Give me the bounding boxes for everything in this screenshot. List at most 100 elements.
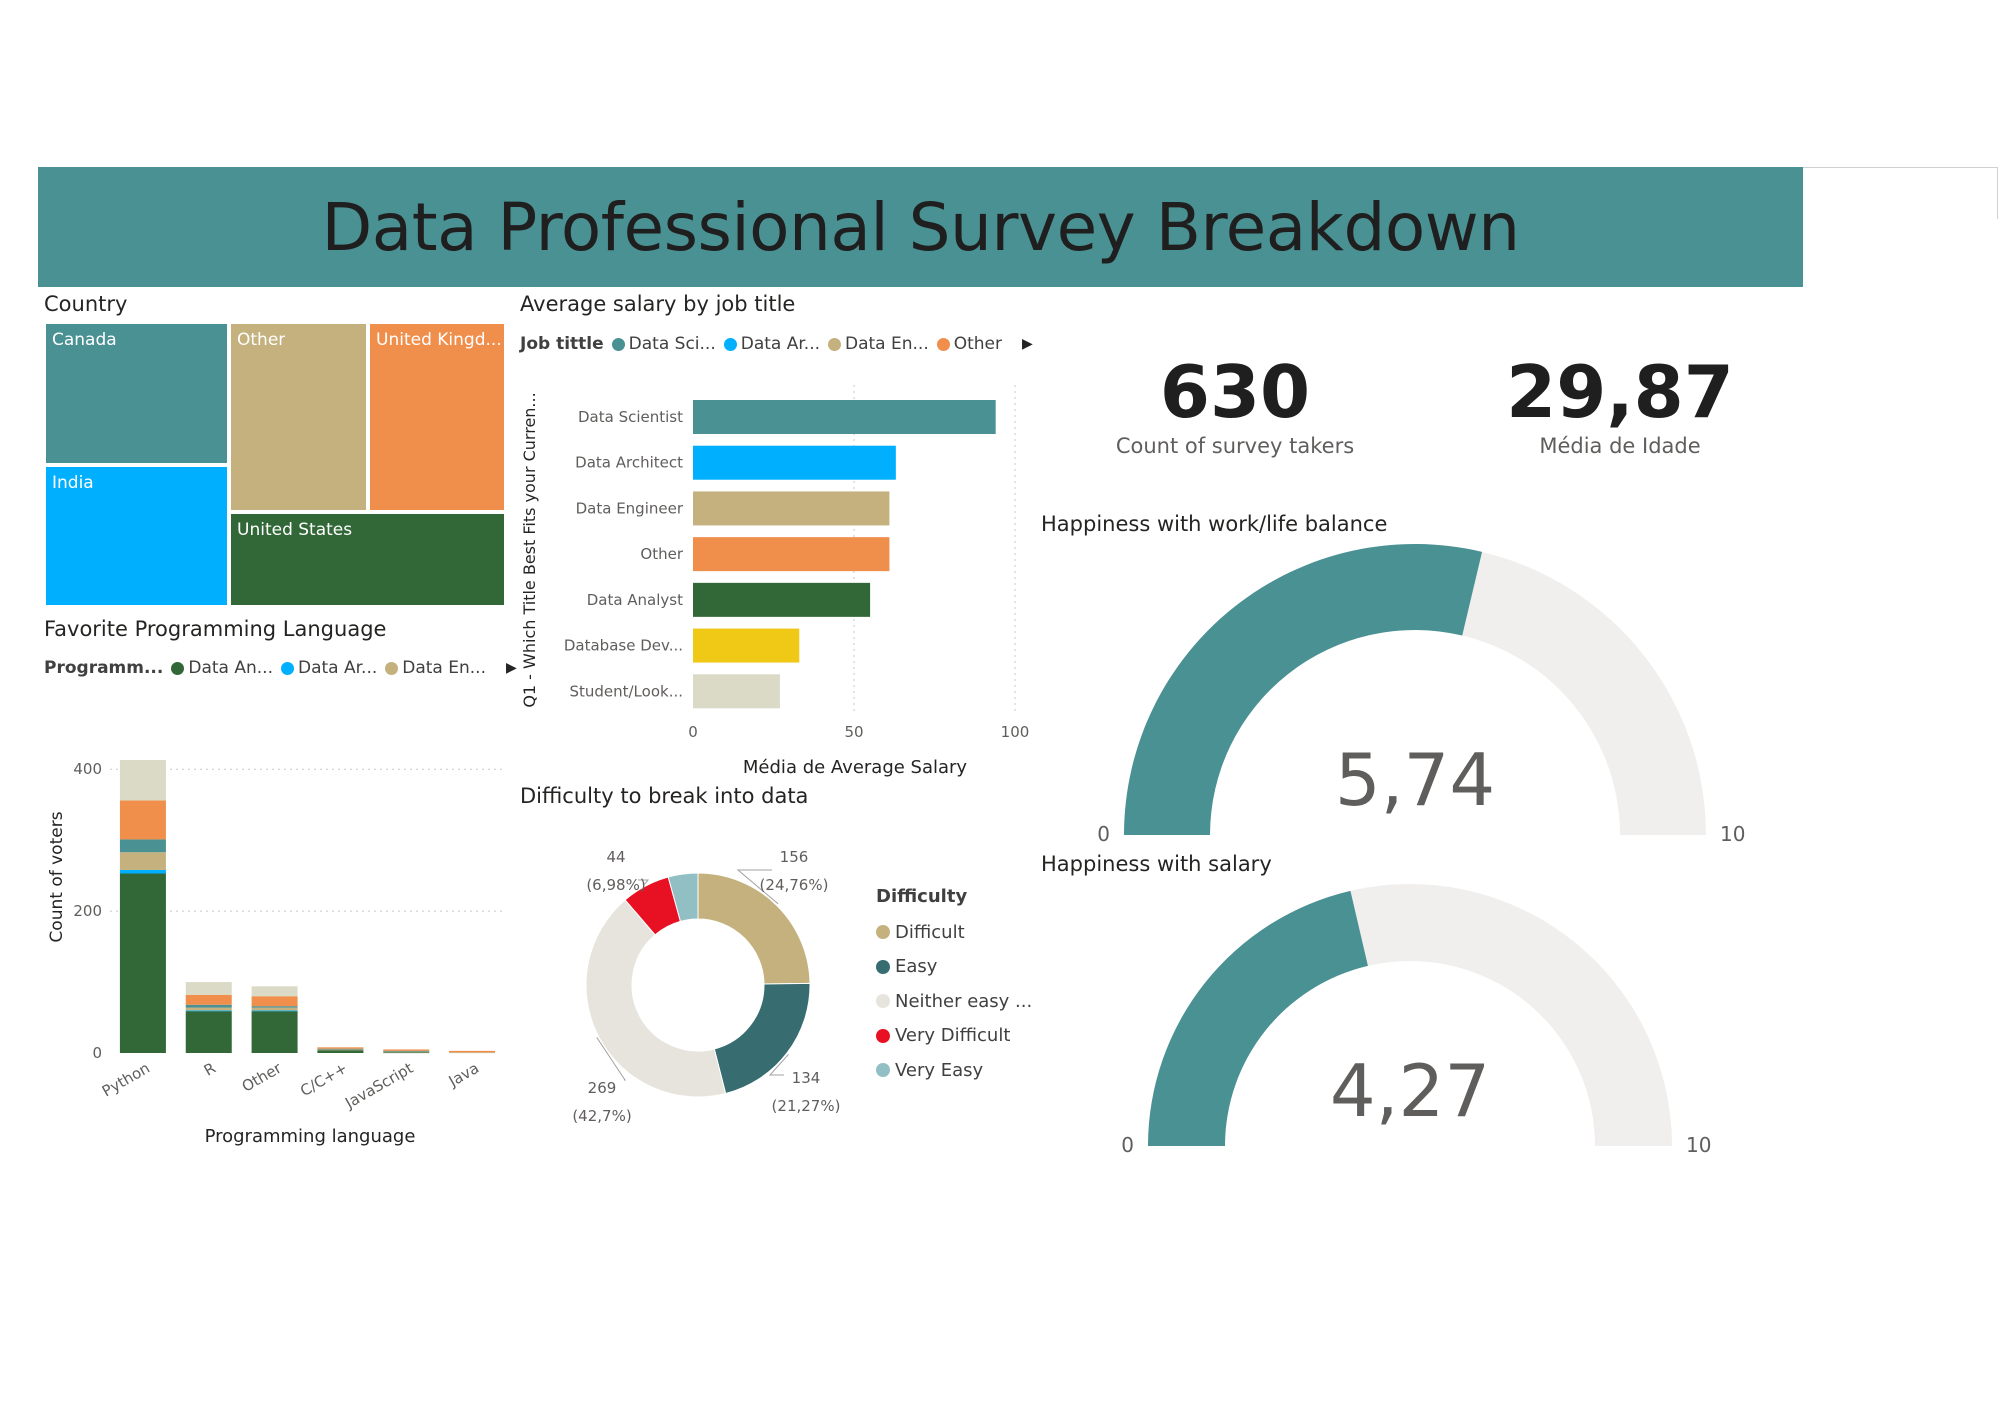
legend-next-arrow-icon[interactable]: ▶ [505, 660, 517, 676]
legend-dot-icon [936, 337, 950, 351]
y-tick-label: Database Dev... [564, 637, 683, 655]
treemap-label: Canada [52, 330, 117, 350]
country-title: Country [44, 292, 128, 316]
bar-segment[interactable] [251, 1007, 298, 1011]
treemap-cell-united-kingdom[interactable]: United Kingd... [368, 322, 506, 512]
country-treemap[interactable]: Canada India Other United Kingd... Unite… [44, 322, 506, 607]
y-tick-label: Data Engineer [576, 499, 684, 517]
bar[interactable] [693, 674, 780, 709]
bar[interactable] [693, 628, 800, 663]
bar-segment[interactable] [119, 852, 166, 870]
donut-slice[interactable] [667, 872, 699, 922]
kpi-survey-takers: 630 Count of survey takers [1090, 350, 1380, 458]
treemap-cell-other[interactable]: Other [229, 322, 368, 512]
bar-segment[interactable] [185, 982, 232, 995]
bar-segment[interactable] [185, 1010, 232, 1012]
kpi-value: 29,87 [1506, 350, 1734, 434]
bar-segment[interactable] [251, 986, 298, 997]
gauge-fill[interactable] [1148, 890, 1368, 1146]
programming-legend: Programm... Data An... Data Ar... Data E… [44, 658, 517, 678]
legend-item[interactable]: Data En... [385, 658, 486, 678]
treemap-label: United Kingd... [376, 330, 502, 350]
bar-segment[interactable] [449, 1052, 496, 1054]
header-banner: Data Professional Survey Breakdown [38, 167, 1803, 287]
legend-item[interactable]: Data Ar... [280, 658, 377, 678]
bar-segment[interactable] [251, 1006, 298, 1008]
legend-heading: Programm... [44, 658, 164, 678]
treemap-cell-canada[interactable]: Canada [44, 322, 229, 465]
bar[interactable] [693, 582, 871, 617]
legend-item[interactable]: Very Difficult [876, 1019, 1032, 1054]
y-axis-label: Q1 - Which Title Best Fits your Curren..… [520, 392, 539, 707]
bar-segment[interactable] [119, 839, 166, 853]
legend-dot-icon [723, 337, 737, 351]
legend-item[interactable]: Very Easy [876, 1053, 1032, 1088]
legend-label: Very Difficult [895, 1025, 1011, 1047]
gauge-salary: 4,27 0 10 [1121, 884, 1711, 1157]
treemap-cell-india[interactable]: India [44, 465, 229, 607]
bar-segment[interactable] [383, 1049, 430, 1051]
legend-label: Easy [895, 956, 938, 978]
bar-segment[interactable] [185, 1007, 232, 1011]
bar-segment[interactable] [185, 994, 232, 1005]
data-label-percent: (24,76%) [760, 876, 829, 894]
donut-slice[interactable] [585, 899, 727, 1098]
legend-item[interactable]: Data Sci... [611, 334, 716, 354]
bar-segment[interactable] [119, 869, 166, 874]
bar-segment[interactable] [317, 1049, 364, 1051]
legend-dot-icon [876, 1028, 890, 1043]
bar-segment[interactable] [251, 1010, 298, 1012]
y-tick-label: 0 [92, 1044, 102, 1062]
legend-next-arrow-icon[interactable]: ▶ [1022, 336, 1033, 352]
legend-dot-icon [876, 1063, 890, 1078]
bar-segment[interactable] [185, 1004, 232, 1008]
y-tick-label: Data Analyst [587, 591, 683, 609]
bar-segment[interactable] [185, 1011, 232, 1053]
bar-segment[interactable] [119, 873, 166, 1053]
treemap-label: India [52, 473, 94, 493]
bar-segment[interactable] [449, 1050, 496, 1053]
bar[interactable] [693, 445, 896, 480]
bar-segment[interactable] [251, 1011, 298, 1053]
gauge-worklife: 5,74 0 10 [1097, 544, 1745, 845]
legend-label: Neither easy ... [895, 990, 1033, 1012]
legend-item[interactable]: Data Ar... [723, 334, 820, 354]
treemap-cell-united-states[interactable]: United States [229, 512, 506, 607]
kpi-label: Count of survey takers [1115, 434, 1355, 458]
bar[interactable] [693, 537, 890, 572]
y-tick-label: Other [640, 545, 683, 563]
page-title: Data Professional Survey Breakdown [321, 189, 1520, 266]
legend-item[interactable]: Data An... [171, 658, 273, 678]
gauge-value: 4,27 [1330, 1049, 1490, 1133]
legend-item[interactable]: Easy [876, 950, 1032, 985]
legend-item[interactable]: Difficult [876, 915, 1032, 950]
gauge-value: 5,74 [1335, 738, 1495, 822]
bar-segment[interactable] [383, 1050, 430, 1052]
bar-segment[interactable] [119, 800, 166, 840]
bar[interactable] [693, 400, 996, 434]
bar-segment[interactable] [251, 996, 298, 1007]
data-label: 44 [606, 848, 625, 866]
legend-dot-icon [171, 661, 185, 675]
legend-item[interactable]: Neither easy ... [876, 984, 1032, 1019]
bar[interactable] [693, 491, 890, 526]
treemap-label: Other [237, 330, 286, 350]
gauge-fill[interactable] [1124, 544, 1483, 835]
divider [1997, 167, 1998, 219]
bar-segment[interactable] [383, 1052, 430, 1054]
bar-segment[interactable] [383, 1051, 430, 1053]
legend-item[interactable]: Other [936, 334, 1002, 354]
x-tick-label: Java [445, 1059, 482, 1091]
bar-segment[interactable] [317, 1050, 364, 1053]
legend-dot-icon [828, 337, 841, 351]
legend-item[interactable]: Data En... [828, 334, 929, 354]
leader-line [736, 869, 779, 905]
bar-segment[interactable] [317, 1048, 364, 1050]
gauge-salary-title: Happiness with salary [1041, 852, 1272, 876]
divider [1803, 167, 1998, 168]
data-label-percent: (42,7%) [572, 1107, 631, 1125]
bar-segment[interactable] [317, 1047, 364, 1049]
bar-segment[interactable] [119, 759, 166, 801]
gauge-worklife-title: Happiness with work/life balance [1041, 512, 1388, 536]
data-label: 269 [588, 1079, 617, 1097]
